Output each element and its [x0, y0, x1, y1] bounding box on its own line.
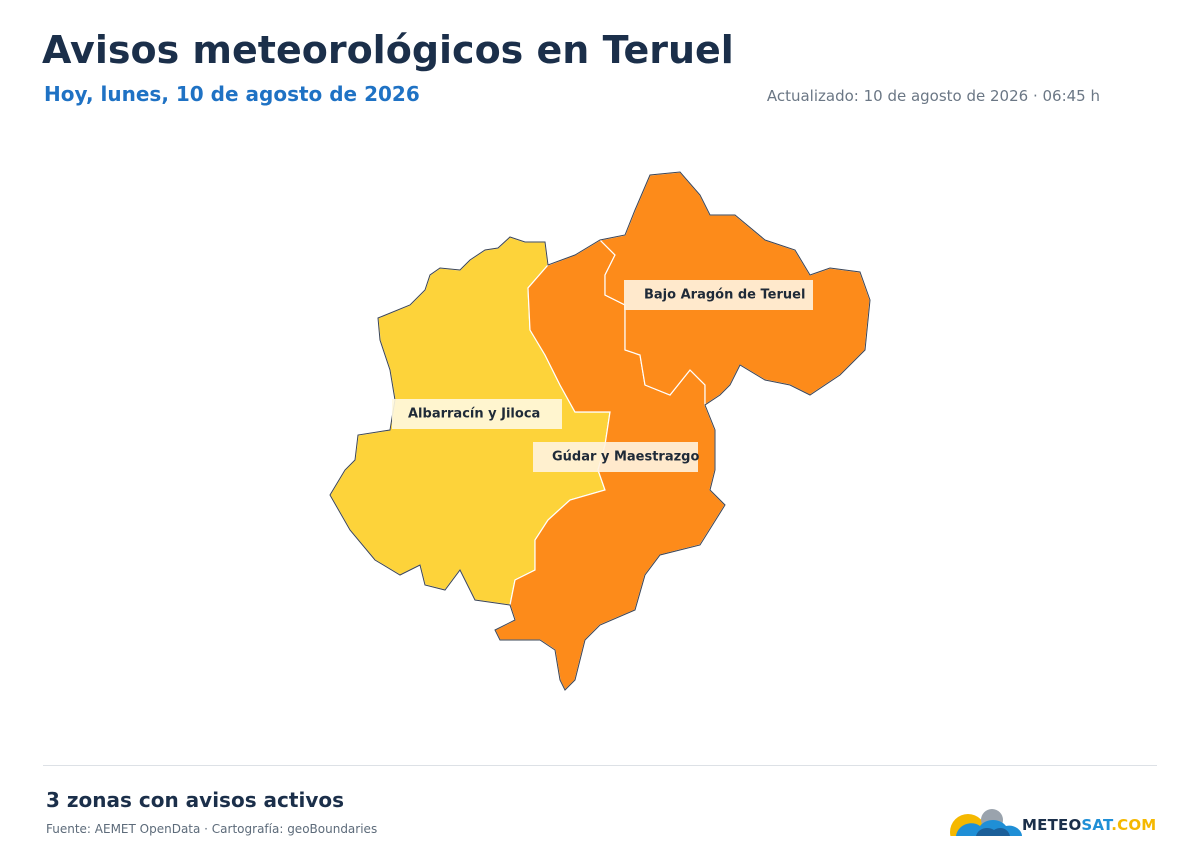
region-label: Albarracín y Jiloca — [408, 407, 540, 422]
label-box — [533, 442, 698, 472]
logo[interactable]: METEOSAT.COM — [948, 806, 1160, 836]
title: Avisos meteorológicos en Teruel — [42, 28, 734, 72]
logo-part: SAT — [1081, 816, 1112, 834]
logo-text: METEOSAT.COM — [1022, 816, 1156, 834]
source: Fuente: AEMET OpenData · Cartografía: ge… — [46, 822, 378, 836]
subtitle: Hoy, lunes, 10 de agosto de 2026 — [44, 82, 420, 106]
divider — [43, 765, 1157, 766]
logo-icon — [950, 809, 1022, 836]
updated-time: Actualizado: 10 de agosto de 2026 · 06:4… — [766, 87, 1100, 105]
logo-part: .COM — [1111, 816, 1157, 834]
summary: 3 zonas con avisos activos — [46, 788, 345, 812]
logo-part: METEO — [1022, 816, 1082, 834]
region-label: Bajo Aragón de Teruel — [644, 288, 805, 303]
label-box — [624, 280, 813, 310]
region-label: Gúdar y Maestrazgo — [552, 450, 699, 465]
map: Albarracín y Jiloca Gúdar y Maestrazgo B… — [329, 171, 871, 692]
label-box — [392, 399, 562, 429]
